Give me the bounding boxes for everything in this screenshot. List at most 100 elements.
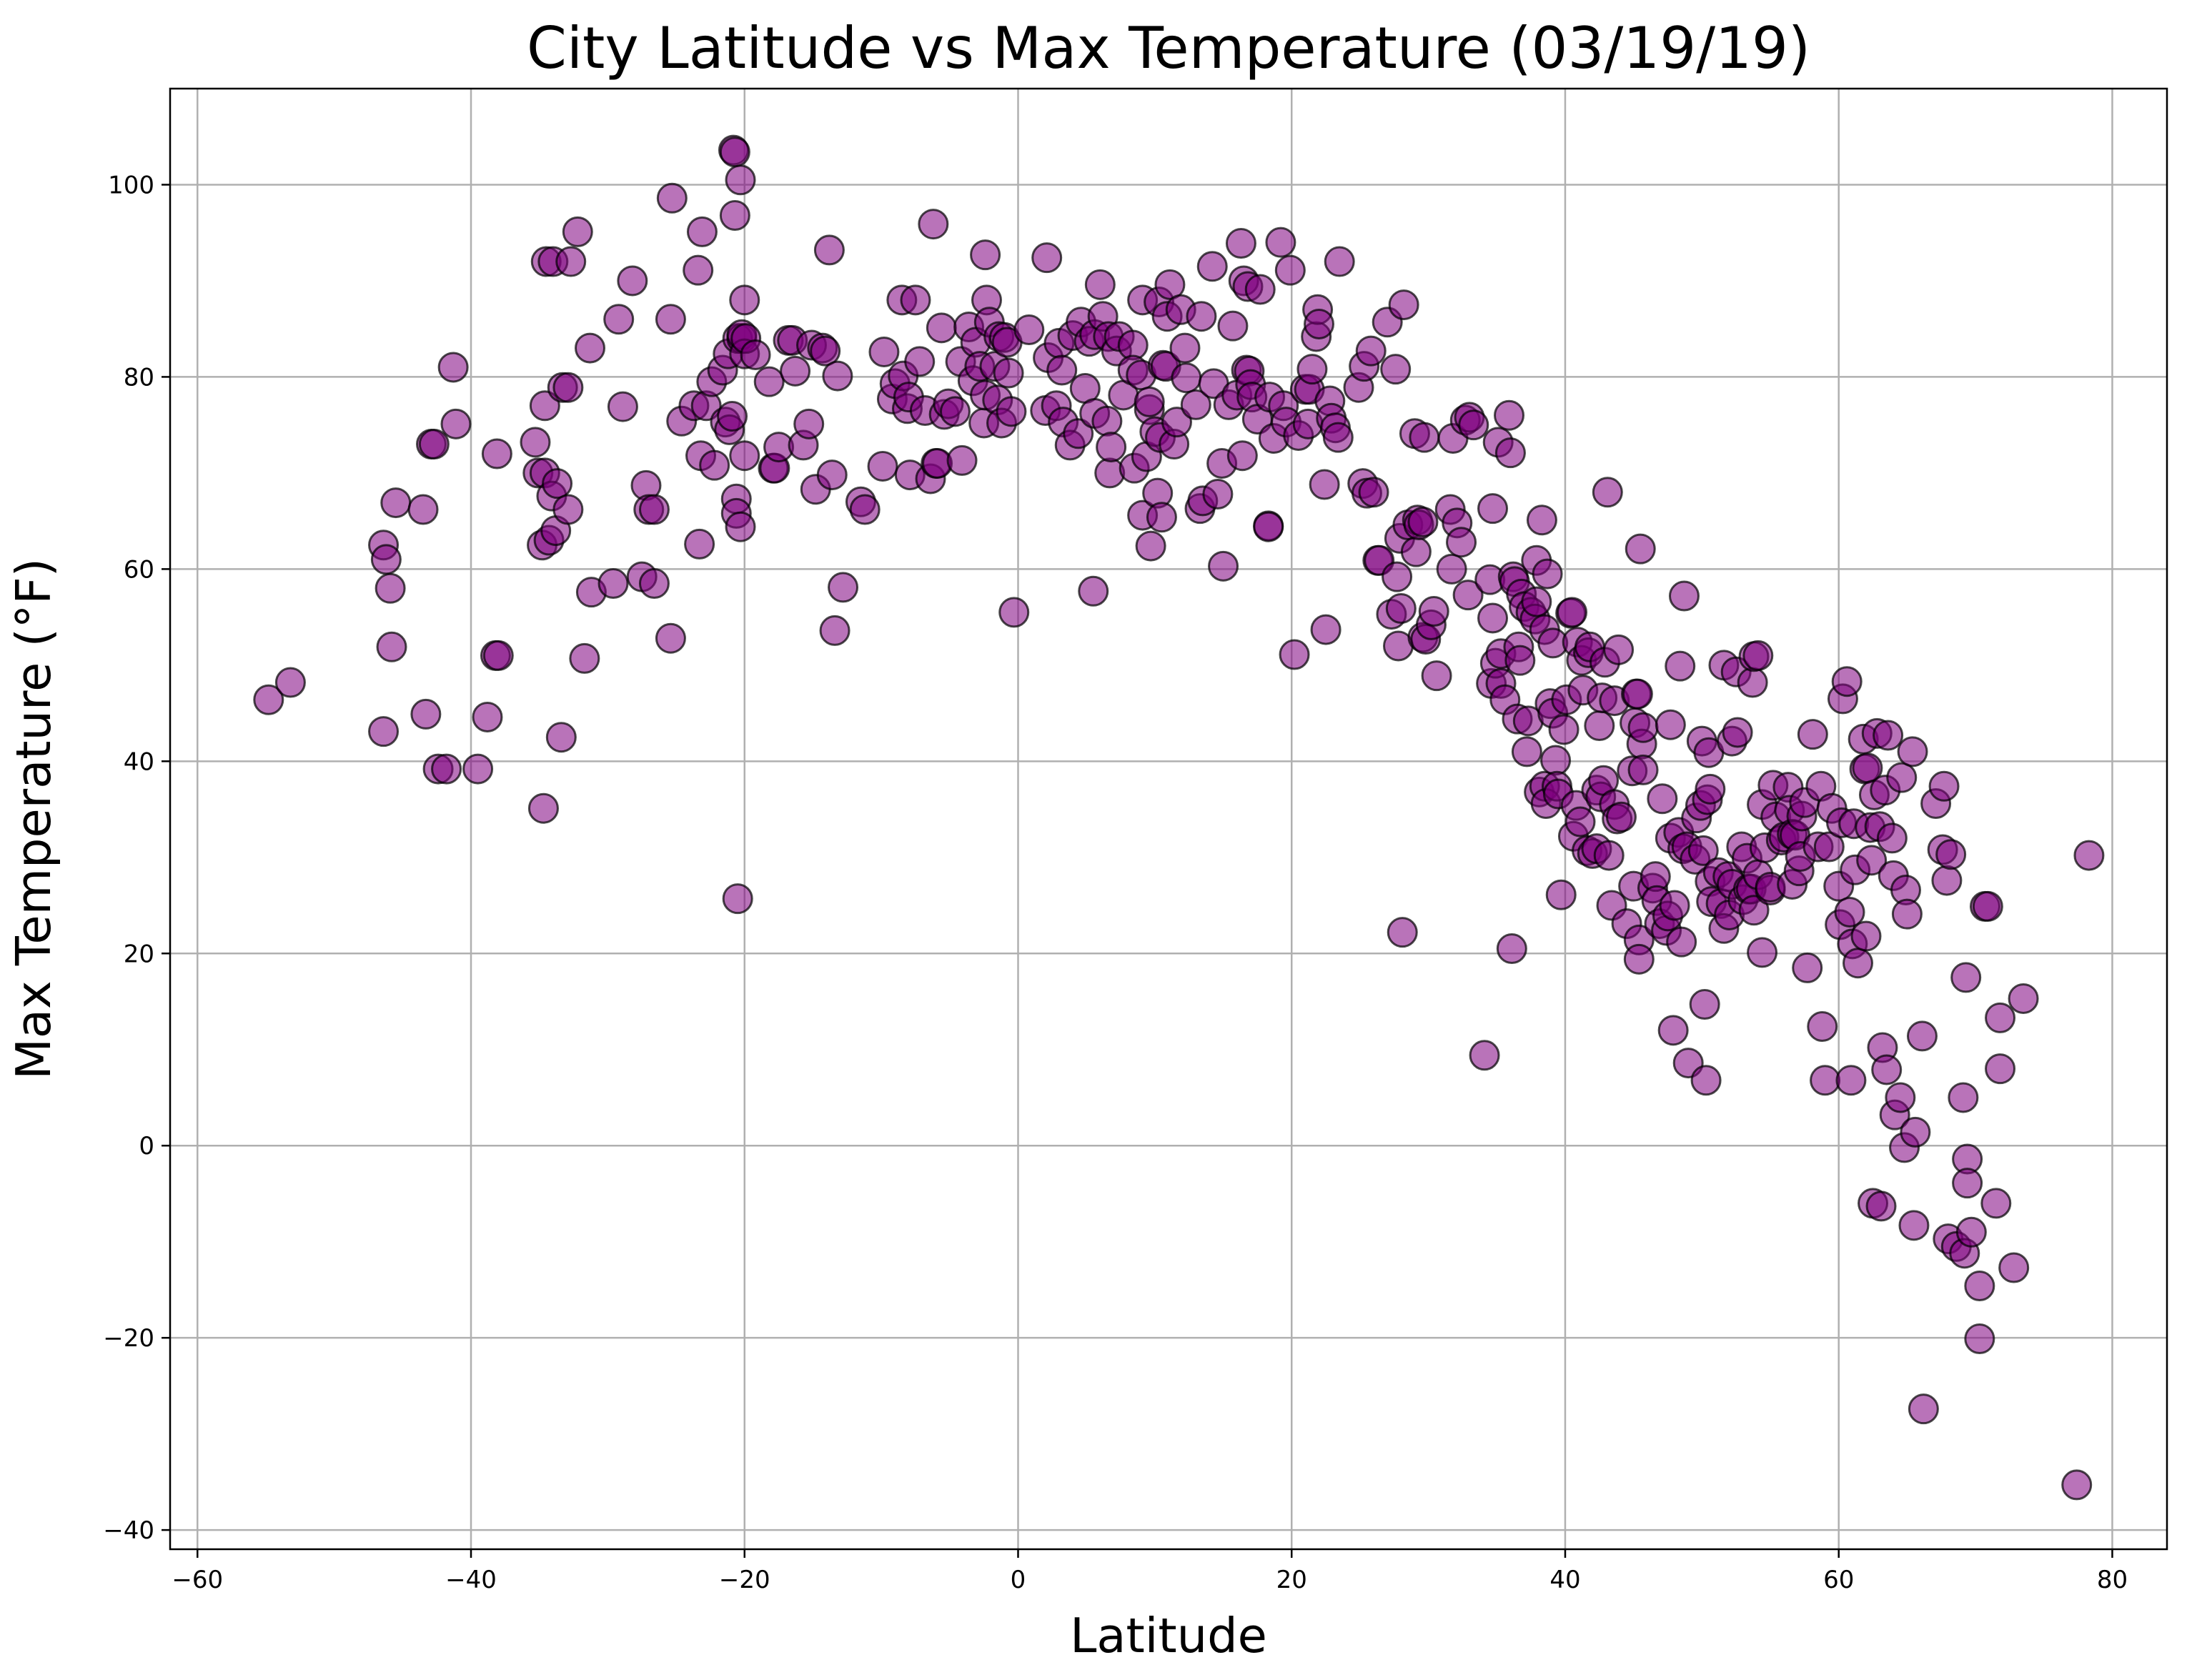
data-point bbox=[1655, 709, 1686, 740]
data-point bbox=[437, 352, 469, 383]
data-point bbox=[1964, 1323, 1995, 1355]
data-point bbox=[1421, 660, 1452, 692]
data-point bbox=[617, 265, 648, 297]
data-point bbox=[1202, 478, 1234, 510]
data-point bbox=[410, 698, 442, 730]
data-point bbox=[1871, 1054, 1903, 1085]
data-point bbox=[1494, 399, 1525, 431]
data-point bbox=[1521, 586, 1552, 617]
data-point bbox=[946, 444, 978, 476]
data-point bbox=[684, 528, 715, 560]
chart-title: City Latitude vs Max Temperature (03/19/… bbox=[527, 15, 1810, 81]
data-point bbox=[375, 572, 406, 604]
data-point bbox=[1494, 437, 1526, 469]
data-point bbox=[1792, 952, 1823, 983]
data-point bbox=[1096, 432, 1127, 463]
x-tick-label: 20 bbox=[1276, 1566, 1307, 1594]
data-point bbox=[686, 216, 718, 247]
y-tick-label: 40 bbox=[124, 747, 154, 776]
data-point bbox=[1898, 1210, 1930, 1241]
data-point bbox=[1078, 575, 1109, 607]
data-point bbox=[939, 396, 971, 427]
data-point bbox=[1665, 650, 1696, 682]
data-point bbox=[481, 438, 512, 469]
data-point bbox=[725, 164, 756, 196]
data-point bbox=[1835, 1065, 1867, 1096]
data-point bbox=[1876, 822, 1908, 854]
data-point bbox=[1244, 274, 1276, 305]
data-point bbox=[1908, 1393, 1939, 1425]
data-point bbox=[1603, 634, 1635, 665]
data-point bbox=[1458, 409, 1489, 441]
data-point bbox=[1856, 845, 1888, 876]
data-point bbox=[1385, 593, 1417, 625]
x-tick-label: 60 bbox=[1823, 1566, 1854, 1594]
data-point bbox=[656, 182, 688, 214]
data-point bbox=[1161, 407, 1192, 438]
data-point bbox=[1186, 301, 1217, 332]
x-tick-label: 0 bbox=[1011, 1566, 1026, 1594]
data-point bbox=[638, 568, 670, 600]
data-point bbox=[1504, 645, 1536, 676]
data-point bbox=[1737, 667, 1768, 698]
data-point bbox=[1935, 839, 1967, 870]
data-point bbox=[1900, 1116, 1931, 1148]
data-point bbox=[1998, 1252, 2030, 1283]
data-point bbox=[462, 753, 494, 785]
y-tick-label: −20 bbox=[103, 1324, 154, 1353]
data-point bbox=[1625, 533, 1656, 565]
data-point bbox=[868, 336, 900, 367]
data-point bbox=[1948, 1082, 1979, 1113]
data-point bbox=[368, 716, 400, 747]
data-point bbox=[1627, 754, 1659, 785]
data-point bbox=[1627, 712, 1659, 743]
data-point bbox=[1355, 335, 1387, 367]
data-point bbox=[1180, 389, 1211, 420]
data-point bbox=[1134, 386, 1165, 417]
data-point bbox=[274, 667, 306, 698]
data-point bbox=[1850, 920, 1882, 952]
data-point bbox=[1592, 477, 1623, 508]
data-point bbox=[1322, 422, 1354, 453]
data-point bbox=[440, 408, 472, 439]
data-point bbox=[1196, 251, 1228, 282]
data-point bbox=[607, 391, 638, 422]
data-point bbox=[1217, 310, 1249, 342]
data-point bbox=[1647, 783, 1678, 815]
data-point bbox=[370, 544, 402, 575]
data-point bbox=[1690, 1065, 1722, 1096]
data-point bbox=[816, 459, 848, 491]
data-point bbox=[2008, 983, 2039, 1014]
data-point bbox=[1722, 717, 1753, 748]
data-point bbox=[431, 753, 462, 785]
data-point bbox=[813, 234, 845, 266]
x-tick-label: 80 bbox=[2097, 1566, 2128, 1594]
data-point bbox=[1668, 580, 1700, 612]
data-point bbox=[1400, 536, 1432, 567]
data-point bbox=[1388, 289, 1419, 321]
data-point bbox=[725, 511, 756, 542]
data-point bbox=[1094, 457, 1126, 489]
x-tick-label: 40 bbox=[1549, 1566, 1580, 1594]
data-point bbox=[717, 401, 748, 432]
data-point bbox=[1171, 362, 1202, 394]
data-point bbox=[1897, 736, 1928, 767]
data-point bbox=[1886, 762, 1918, 793]
data-point bbox=[1084, 269, 1116, 300]
axis-ticks: −60 −40 −20 0 20 40 60 80 −40 −20 0 20 40 60 80 100 bbox=[103, 171, 2128, 1594]
data-point bbox=[729, 440, 760, 472]
data-point bbox=[740, 339, 771, 370]
data-point bbox=[719, 200, 750, 232]
data-point bbox=[993, 357, 1024, 389]
data-point bbox=[1274, 254, 1306, 286]
data-point bbox=[1564, 806, 1596, 837]
data-point bbox=[1407, 506, 1439, 537]
data-point bbox=[1797, 719, 1828, 750]
data-point bbox=[2073, 840, 2105, 871]
y-tick-label: 20 bbox=[124, 940, 154, 968]
data-point bbox=[810, 335, 841, 367]
data-point bbox=[1666, 926, 1697, 958]
data-point bbox=[1695, 773, 1726, 805]
